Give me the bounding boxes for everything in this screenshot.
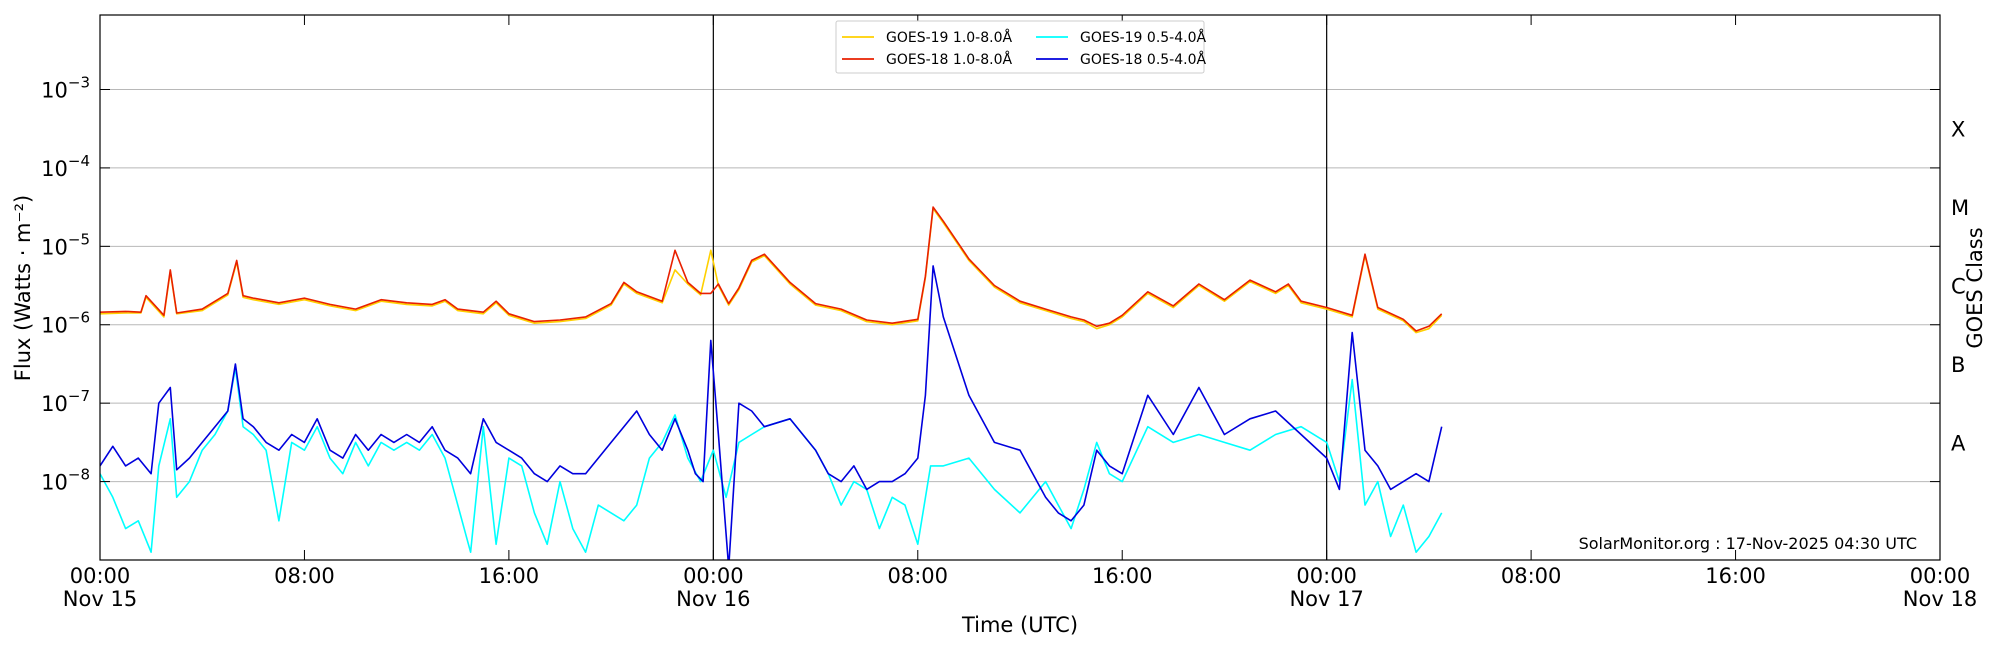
x-axis-title: Time (UTC) [961,613,1078,637]
goes-class-label: A [1951,431,1966,455]
legend-label: GOES-18 0.5-4.0Å [1080,51,1206,68]
x-tick-label-time: 00:00 [70,564,131,588]
x-tick-label-time: 16:00 [479,564,540,588]
series-goes-18-1-0-8-0 [100,206,1443,332]
gridlines [100,88,1940,483]
series-goes-19-1-0-8-0 [100,207,1443,334]
legend-box [835,20,1205,74]
x-tick-label-time: 16:00 [1705,564,1766,588]
y-tick-label-exponent: −5 [68,230,90,248]
goes-class-label: C [1951,275,1966,299]
day-separator-lines [712,15,1328,560]
x-tick-label-time: 00:00 [683,564,744,588]
x-tick-label-date: Nov 18 [1903,587,1977,611]
y-tick-label-exponent: −8 [68,466,90,484]
y-tick-label-base: 10 [41,78,68,102]
credit-text: SolarMonitor.org : 17-Nov-2025 04:30 UTC [1579,534,1917,553]
y-axis-title: Flux (Watts · m⁻²) [11,195,35,381]
x-tick-label-time: 08:00 [1501,564,1562,588]
y-tick-label: 10−5 [41,230,90,259]
y-tick-label-exponent: −6 [68,309,90,327]
y-tick-label: 10−4 [41,152,90,181]
y-tick-label: 10−3 [41,73,90,102]
x-tick-label-time: 16:00 [1092,564,1153,588]
x-tick-label-date: Nov 15 [63,587,137,611]
y-axis-right-title: GOES Class [1963,227,1987,348]
series-lines [100,206,1443,560]
y-tick-label-base: 10 [41,392,68,416]
series-goes-19-0-5-4-0 [100,367,1443,554]
legend-label: GOES-19 0.5-4.0Å [1080,29,1206,46]
y-tick-label-base: 10 [41,235,68,259]
y-tick-label-exponent: −7 [68,387,90,405]
x-tick-label-date: Nov 17 [1289,587,1363,611]
legend-label: GOES-19 1.0-8.0Å [886,29,1012,46]
x-tick-label-time: 08:00 [274,564,335,588]
y-tick-label: 10−8 [41,466,90,495]
plot-frame [99,14,1941,561]
y-tick-label-base: 10 [41,157,68,181]
series-goes-18-0-5-4-0 [100,265,1443,560]
x-tick-label-date: Nov 16 [676,587,750,611]
goes-class-label: B [1951,353,1965,377]
x-tick-label-time: 00:00 [1910,564,1971,588]
goes-class-label: M [1951,196,1969,220]
y-tick-label-exponent: −4 [68,152,90,170]
y-tick-label-base: 10 [41,471,68,495]
x-tick-label-time: 08:00 [888,564,949,588]
legend-label: GOES-18 1.0-8.0Å [886,51,1012,68]
goes-class-label: X [1951,118,1965,142]
y-tick-label: 10−7 [41,387,90,416]
x-tick-label-time: 00:00 [1296,564,1357,588]
legend: GOES-19 1.0-8.0Å GOES-18 1.0-8.0Å GOES-19 … [835,20,1206,74]
y-tick-label-exponent: −3 [68,73,90,91]
y-tick-label-base: 10 [41,314,68,338]
y-tick-label: 10−6 [41,309,90,338]
